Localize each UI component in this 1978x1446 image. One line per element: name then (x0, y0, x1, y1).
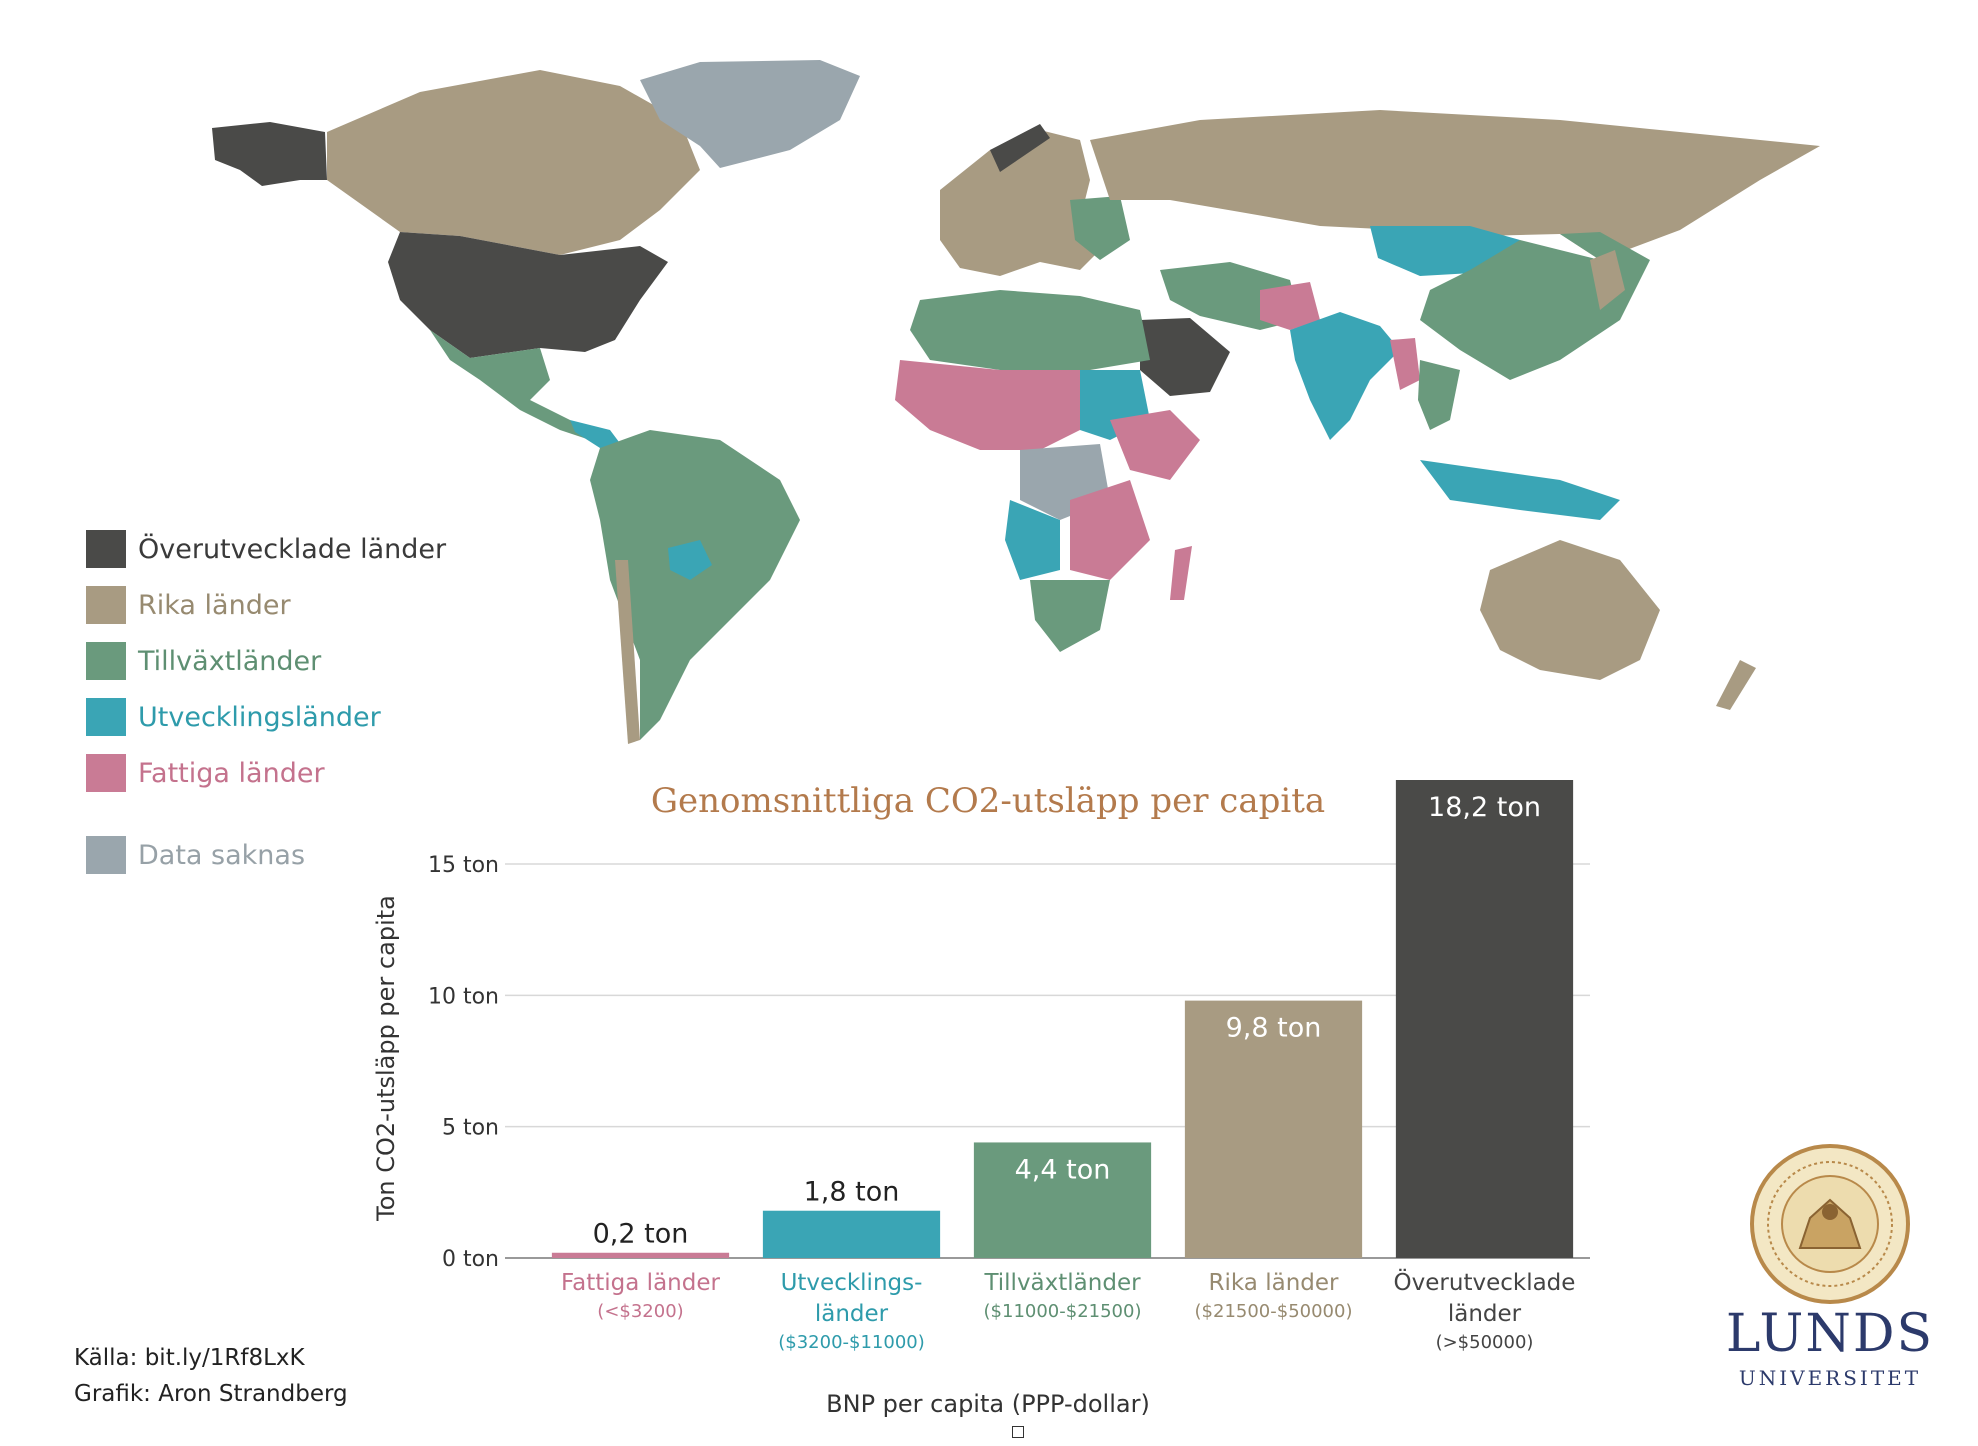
bars (551, 780, 1574, 1258)
legend-item-poor: Fattiga länder (86, 754, 506, 794)
map-region-myanmar (1390, 338, 1420, 390)
legend-swatch (86, 754, 126, 792)
legend-label: Fattiga länder (138, 758, 325, 789)
y-axis-label: Ton CO2-utsläpp per capita (372, 895, 400, 1222)
legend-label: Överutvecklade länder (138, 534, 447, 565)
category-label: länder (815, 1301, 889, 1327)
bar (1395, 780, 1574, 1258)
y-tick-label: 5 ton (442, 1116, 499, 1141)
map-region-europe (940, 130, 1110, 276)
legend-swatch (86, 642, 126, 680)
map-region-madagascar (1170, 546, 1192, 600)
legend-label: Data saknas (138, 840, 306, 871)
map-region-norway (990, 124, 1050, 172)
legend-label: Tillväxtländer (138, 646, 322, 677)
legend-swatch (86, 586, 126, 624)
map-region-russia (1090, 110, 1820, 260)
y-tick-label: 10 ton (428, 984, 499, 1009)
map-region-north-africa (910, 290, 1150, 370)
value-labels: 0,2 ton 1,8 ton 4,4 ton 9,8 ton 18,2 ton (593, 792, 1541, 1250)
map-region-southeast-africa (1070, 480, 1150, 580)
legend-item-rich: Rika länder (86, 586, 506, 626)
category-range-label: ($21500-$50000) (1195, 1301, 1353, 1322)
map-region-west-africa (895, 360, 1080, 450)
map-region-central-america (570, 420, 622, 448)
category-label: Tillväxtländer (983, 1270, 1141, 1296)
bar (762, 1210, 941, 1258)
legend-swatch (86, 530, 126, 568)
map-region-south-america (590, 430, 800, 740)
value-label: 18,2 ton (1428, 792, 1541, 823)
map-region-east-africa (1110, 410, 1200, 480)
logo-subtitle: UNIVERSITET (1738, 1366, 1922, 1390)
value-label: 0,2 ton (593, 1219, 689, 1250)
map-region-chile (615, 560, 640, 744)
square-icon (1012, 1426, 1024, 1438)
legend-swatch (86, 698, 126, 736)
map-region-pakistan (1260, 282, 1320, 330)
bar (973, 1142, 1152, 1258)
map-region-alaska (212, 122, 327, 186)
map-region-india (1290, 312, 1400, 440)
map-region-mexico (430, 330, 590, 440)
map-region-japan (1590, 250, 1625, 310)
legend-item-nodata: Data saknas (86, 836, 506, 876)
map-region-greenland (640, 60, 860, 168)
chart-title: Genomsnittliga CO2-utsläpp per capita (651, 781, 1325, 821)
category-labels: Fattiga länder (<$3200) Utvecklings-länder… (561, 1268, 1575, 1353)
map-region-saudi-arabia (1140, 318, 1230, 396)
value-label: 9,8 ton (1226, 1013, 1322, 1044)
category-label: Utvecklings- (781, 1270, 923, 1296)
legend-label: Utvecklingsländer (138, 702, 381, 733)
bar (1184, 1000, 1363, 1258)
logo-wordmark: LUNDS (1725, 1304, 1935, 1364)
y-tick-label: 15 ton (428, 853, 499, 878)
credits: Källa: bit.ly/1Rf8LxK Grafik: Aron Stran… (74, 1340, 348, 1412)
category-label: länder (1448, 1301, 1522, 1327)
category-range-label: (<$3200) (597, 1301, 683, 1322)
bar (551, 1252, 730, 1258)
category-label: Rika länder (1209, 1270, 1340, 1296)
lund-university-logo: LUNDS UNIVERSITET (1720, 1138, 1940, 1398)
map-region-angola (1005, 500, 1060, 580)
map-region-southern-africa (1030, 580, 1110, 652)
y-tick-labels: 0 ton 5 ton 10 ton 15 ton (428, 853, 499, 1272)
map-region-eastern-europe (1070, 196, 1130, 260)
map-region-bolivia (668, 540, 712, 580)
category-range-label: ($11000-$21500) (984, 1301, 1142, 1322)
graphics-credit: Grafik: Aron Strandberg (74, 1381, 348, 1407)
x-axis-label: BNP per capita (PPP-dollar) (826, 1390, 1150, 1418)
category-range-label: ($3200-$11000) (778, 1332, 925, 1353)
category-range-label: (>$50000) (1436, 1332, 1534, 1353)
map-region-canada (327, 70, 700, 255)
university-seal-icon (1750, 1144, 1910, 1304)
legend-item-overdeveloped: Överutvecklade länder (86, 530, 506, 570)
y-tick-label: 0 ton (442, 1247, 499, 1272)
map-region-australia (1480, 540, 1660, 680)
map-region-indonesia (1420, 460, 1620, 520)
map-region-usa (388, 232, 668, 358)
category-label: Fattiga länder (561, 1270, 720, 1296)
map-region-indochina (1418, 360, 1460, 430)
map-region-new-zealand (1716, 660, 1756, 710)
legend-item-developing: Utvecklingsländer (86, 698, 506, 738)
source-credit: Källa: bit.ly/1Rf8LxK (74, 1345, 305, 1371)
legend-swatch (86, 836, 126, 874)
value-label: 4,4 ton (1015, 1154, 1111, 1185)
legend-label: Rika länder (138, 590, 291, 621)
legend-item-emerging: Tillväxtländer (86, 642, 506, 682)
category-label: Överutvecklade (1394, 1268, 1576, 1296)
world-map (212, 60, 1820, 744)
value-label: 1,8 ton (804, 1177, 900, 1208)
